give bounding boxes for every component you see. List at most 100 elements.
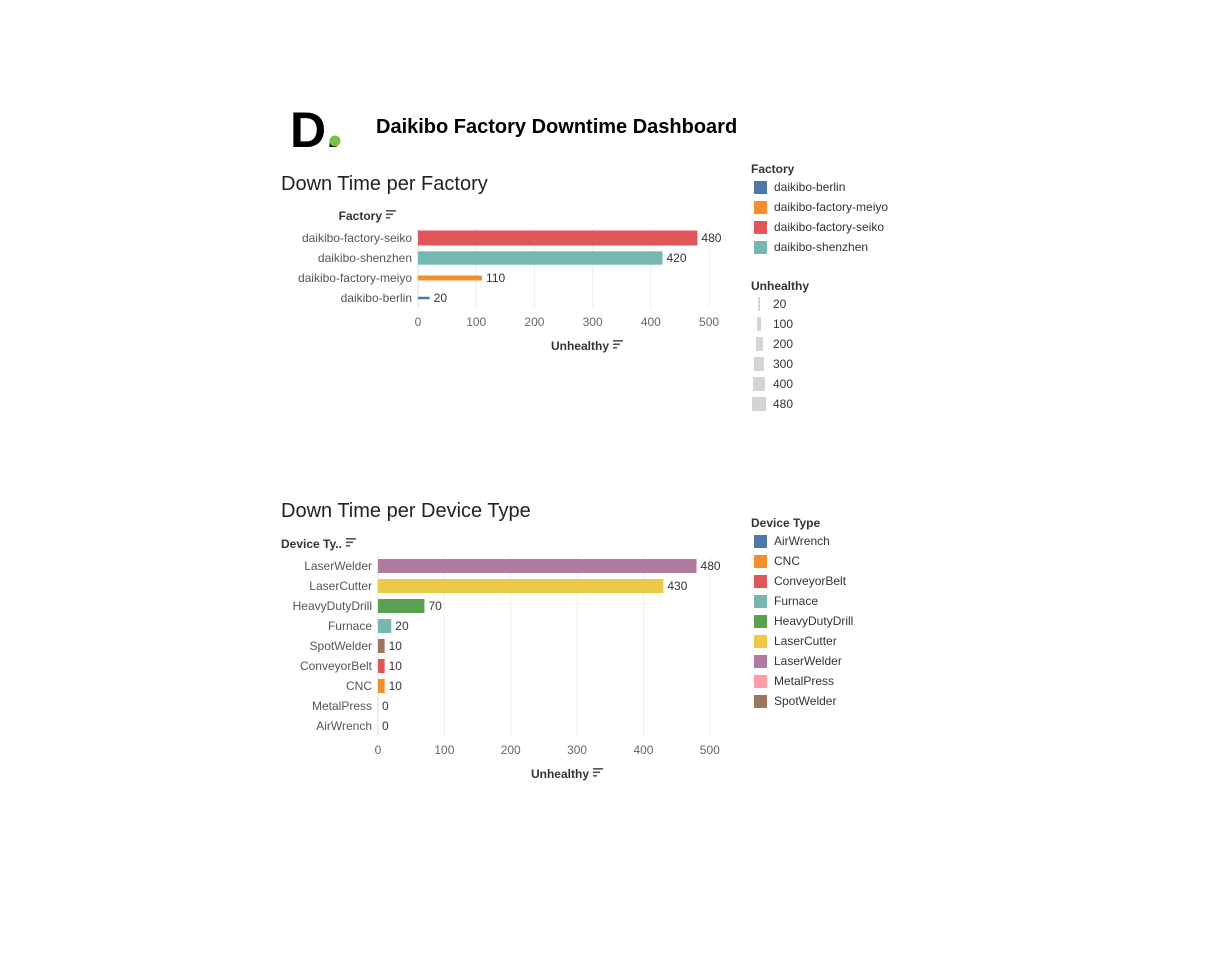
device-tick-label: 200 bbox=[501, 743, 521, 757]
legend-factory-title: Factory bbox=[751, 162, 795, 176]
factory-x-sort-icon[interactable] bbox=[613, 340, 623, 349]
device-bar[interactable] bbox=[378, 559, 697, 573]
legend-device-item[interactable]: LaserCutter bbox=[751, 631, 853, 651]
legend-device-title: Device Type bbox=[751, 516, 821, 530]
legend-device-item[interactable]: SpotWelder bbox=[751, 691, 853, 711]
legend-unhealthy-label: 20 bbox=[773, 297, 787, 311]
legend-unhealthy-size-swatch bbox=[751, 397, 767, 411]
logo-letter: D. bbox=[290, 104, 340, 154]
factory-tick-label: 400 bbox=[641, 315, 661, 329]
device-bar[interactable] bbox=[378, 639, 385, 653]
legend-device-swatch bbox=[754, 694, 767, 708]
factory-bar[interactable] bbox=[418, 251, 663, 265]
device-category-label: LaserCutter bbox=[309, 579, 372, 593]
legend-device-label: LaserWelder bbox=[774, 654, 842, 668]
legend-unhealthy-size-swatch bbox=[751, 337, 767, 351]
factory-bar[interactable] bbox=[418, 296, 430, 300]
legend-device-swatch bbox=[754, 554, 767, 568]
legend-device-item[interactable]: LaserWelder bbox=[751, 651, 853, 671]
legend-device-label: Furnace bbox=[774, 594, 819, 608]
legend-device-label: ConveyorBelt bbox=[774, 574, 847, 588]
legend-device-swatch bbox=[754, 534, 767, 548]
factory-bar[interactable] bbox=[418, 275, 483, 281]
legend-factory-label: daikibo-factory-meiyo bbox=[774, 200, 889, 214]
factory-x-axis-title: Unhealthy bbox=[551, 339, 609, 353]
device-category-label: CNC bbox=[346, 679, 372, 693]
legend-device-label: LaserCutter bbox=[774, 634, 837, 648]
device-tick-label: 100 bbox=[434, 743, 454, 757]
legend-device-swatch bbox=[754, 674, 767, 688]
legend-device-item[interactable]: MetalPress bbox=[751, 671, 853, 691]
legend-device: Device Type AirWrench CNC ConveyorBelt Furn… bbox=[751, 515, 853, 711]
device-y-sort-icon[interactable] bbox=[346, 538, 356, 547]
legend-device-swatch bbox=[754, 614, 767, 628]
legend-factory-item[interactable]: daikibo-factory-seiko bbox=[751, 217, 888, 237]
device-data-label: 10 bbox=[389, 659, 403, 673]
legend-unhealthy-item[interactable]: 400 bbox=[751, 374, 809, 394]
device-y-axis-title: Device Ty.. bbox=[281, 537, 342, 551]
legend-device-item[interactable]: ConveyorBelt bbox=[751, 571, 853, 591]
device-tick-label: 0 bbox=[375, 743, 382, 757]
factory-tick-label: 200 bbox=[524, 315, 544, 329]
device-data-label: 10 bbox=[389, 639, 403, 653]
legend-device-swatch bbox=[754, 594, 767, 608]
device-data-label: 0 bbox=[382, 699, 389, 713]
legend-device-label: CNC bbox=[774, 554, 800, 568]
device-bar[interactable] bbox=[378, 679, 385, 693]
logo-dot bbox=[329, 135, 341, 147]
legend-unhealthy-size-swatch bbox=[751, 377, 767, 391]
legend-factory-item[interactable]: daikibo-shenzhen bbox=[751, 237, 888, 257]
device-x-sort-icon[interactable] bbox=[593, 768, 603, 777]
factory-data-label: 480 bbox=[701, 231, 721, 245]
legend-device-swatch bbox=[754, 574, 767, 588]
legend-factory-swatch bbox=[754, 240, 767, 254]
device-x-axis-title: Unhealthy bbox=[531, 767, 589, 781]
device-bar[interactable] bbox=[378, 579, 664, 593]
legend-factory: Factory daikibo-berlin daikibo-factory-me… bbox=[751, 161, 888, 257]
legend-device-item[interactable]: CNC bbox=[751, 551, 853, 571]
device-category-label: ConveyorBelt bbox=[300, 659, 373, 673]
device-category-label: HeavyDutyDrill bbox=[293, 599, 372, 613]
factory-bar[interactable] bbox=[418, 230, 698, 246]
legend-factory-item[interactable]: daikibo-berlin bbox=[751, 177, 888, 197]
device-data-label: 480 bbox=[701, 559, 721, 573]
device-data-label: 0 bbox=[382, 719, 389, 733]
factory-data-label: 20 bbox=[434, 291, 448, 305]
chart-device-title: Down Time per Device Type bbox=[281, 500, 531, 522]
legend-device-label: HeavyDutyDrill bbox=[774, 614, 854, 628]
legend-device-item[interactable]: HeavyDutyDrill bbox=[751, 611, 853, 631]
legend-unhealthy-item[interactable]: 200 bbox=[751, 334, 809, 354]
legend-device-swatch bbox=[754, 654, 767, 668]
legend-device-item[interactable]: Furnace bbox=[751, 591, 853, 611]
legend-factory-item[interactable]: daikibo-factory-meiyo bbox=[751, 197, 888, 217]
device-tick-label: 500 bbox=[700, 743, 720, 757]
factory-data-label: 420 bbox=[667, 251, 687, 265]
dashboard-title: Daikibo Factory Downtime Dashboard bbox=[376, 116, 738, 138]
device-bar[interactable] bbox=[378, 659, 385, 673]
legend-unhealthy-size-swatch bbox=[751, 317, 767, 331]
legend-factory-items: daikibo-berlin daikibo-factory-meiyo daiki… bbox=[751, 177, 888, 257]
device-category-label: MetalPress bbox=[312, 699, 372, 713]
legend-factory-label: daikibo-shenzhen bbox=[774, 240, 869, 254]
device-bar[interactable] bbox=[378, 619, 392, 633]
legend-unhealthy-size-mark bbox=[756, 317, 762, 331]
legend-unhealthy-item[interactable]: 480 bbox=[751, 394, 809, 414]
legend-unhealthy-label: 200 bbox=[773, 337, 794, 351]
legend-unhealthy-label: 100 bbox=[773, 317, 794, 331]
legend-unhealthy-item[interactable]: 100 bbox=[751, 314, 809, 334]
factory-tick-label: 500 bbox=[699, 315, 719, 329]
factory-category-label: daikibo-factory-meiyo bbox=[298, 271, 412, 285]
device-tick-label: 400 bbox=[633, 743, 653, 757]
legend-unhealthy: Unhealthy 20 100 200 300 400 480 bbox=[751, 278, 809, 414]
factory-y-sort-icon[interactable] bbox=[386, 210, 396, 219]
legend-unhealthy-size-swatch bbox=[751, 297, 767, 311]
factory-category-label: daikibo-shenzhen bbox=[318, 251, 412, 265]
factory-tick-label: 100 bbox=[466, 315, 486, 329]
legend-device-label: AirWrench bbox=[774, 534, 830, 548]
device-bar[interactable] bbox=[378, 599, 425, 613]
legend-unhealthy-item[interactable]: 20 bbox=[751, 294, 809, 314]
legend-unhealthy-item[interactable]: 300 bbox=[751, 354, 809, 374]
legend-factory-swatch bbox=[754, 180, 767, 194]
legend-device-item[interactable]: AirWrench bbox=[751, 531, 853, 551]
factory-tick-label: 0 bbox=[415, 315, 422, 329]
